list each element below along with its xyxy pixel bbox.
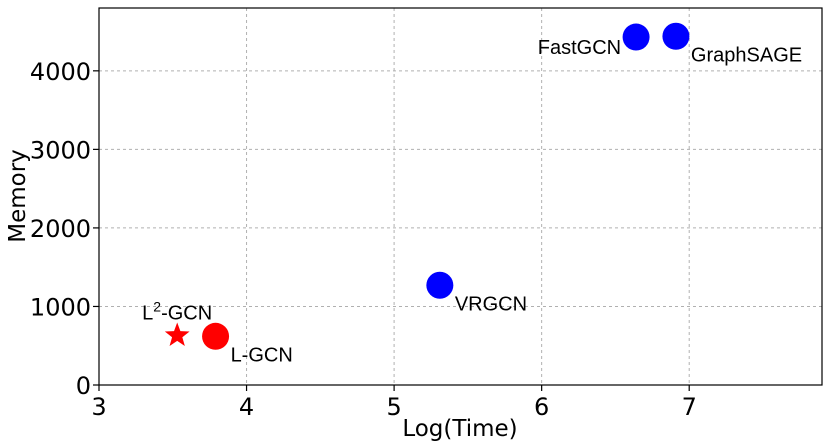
point-l-gcn-marker (202, 322, 230, 350)
data-points: FastGCN GraphSAGE VRGCN L-GCN L2-GCN (142, 22, 802, 366)
point-vrgcn-marker (426, 271, 454, 299)
x-tick-label: 4 (239, 393, 254, 421)
x-tick-label: 7 (682, 393, 697, 421)
y-tick-label: 2000 (30, 215, 91, 243)
point-vrgcn-label: VRGCN (455, 293, 527, 315)
y-tick-label: 3000 (30, 136, 91, 164)
point-l2-gcn-marker (164, 322, 190, 347)
plot-frame (98, 7, 823, 386)
y-tick-label: 1000 (30, 293, 91, 321)
x-tick-label: 5 (386, 393, 401, 421)
point-graphsage-label: GraphSAGE (691, 44, 802, 66)
x-axis-label: Log(Time) (402, 416, 517, 442)
y-tick-label: 4000 (30, 58, 91, 86)
y-axis-label: Memory (5, 149, 31, 243)
x-tick-label: 6 (534, 393, 549, 421)
point-graphsage-marker (662, 22, 690, 50)
point-fastgcn-marker (622, 23, 650, 51)
point-l-gcn-label: L-GCN (231, 344, 293, 366)
x-tick-label: 3 (91, 393, 106, 421)
point-fastgcn-label: FastGCN (538, 37, 621, 59)
point-l2-gcn-label: L2-GCN (142, 299, 212, 325)
axis-ticks: 3 4 5 6 7 0 1000 2000 3000 4000 (30, 58, 697, 421)
y-tick-label: 0 (76, 372, 91, 400)
